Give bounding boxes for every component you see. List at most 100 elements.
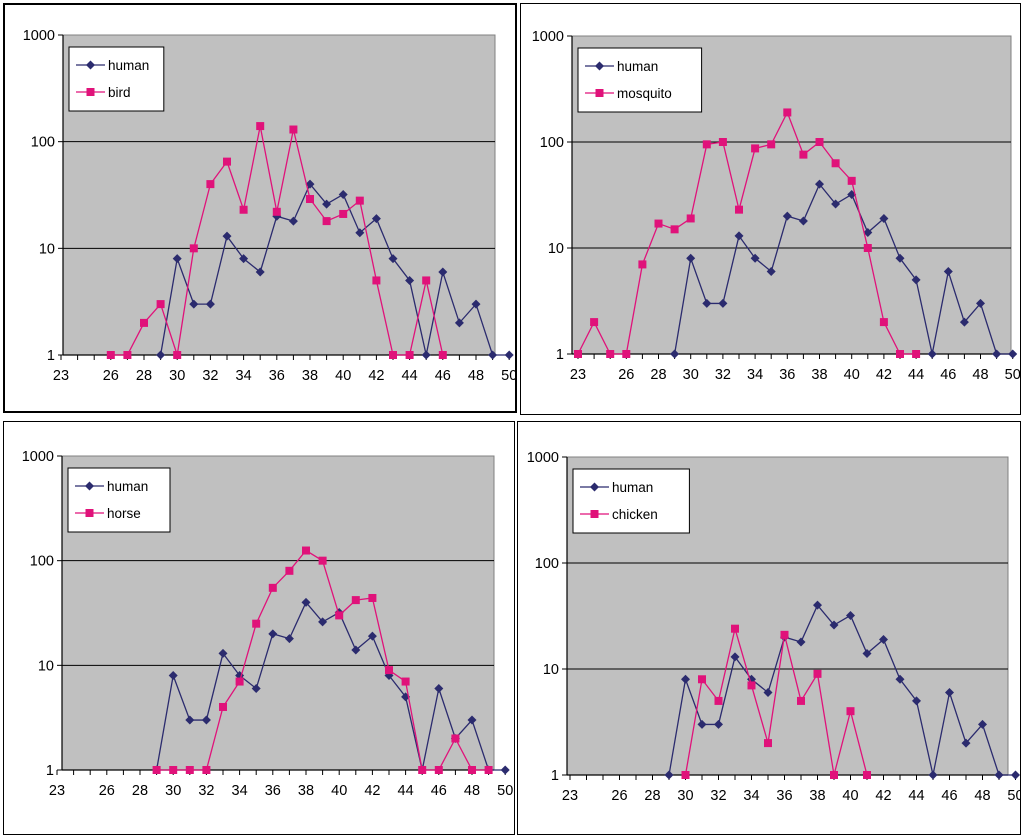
data-point-human (367, 631, 377, 641)
legend-box (68, 46, 165, 112)
data-point-mosquito (702, 140, 711, 149)
legend-marker-human (590, 482, 599, 492)
data-point-horse (418, 766, 427, 774)
legend-label-mosquito: mosquito (617, 86, 672, 101)
data-point-chicken (863, 771, 871, 779)
x-tick-label: 48 (464, 783, 480, 799)
legend: human mosquito (577, 47, 703, 113)
data-point-human (798, 216, 808, 226)
x-tick-label: 44 (908, 788, 924, 804)
data-point-mosquito (638, 260, 647, 269)
data-point-human (945, 688, 954, 698)
data-point-bird (405, 351, 414, 359)
data-point-human (471, 299, 481, 309)
data-point-human (222, 231, 232, 241)
legend-marker-mosquito (595, 89, 604, 97)
data-point-horse (268, 583, 277, 592)
data-point-human (730, 652, 740, 662)
x-tick-label: 34 (743, 788, 759, 804)
x-tick-label: 32 (198, 783, 214, 799)
data-point-human (168, 670, 178, 680)
data-point-horse (302, 546, 310, 555)
data-point-mosquito (574, 350, 582, 358)
data-point-human (488, 350, 498, 360)
data-point-horse (202, 766, 211, 774)
data-point-bird (272, 207, 281, 216)
data-point-human (405, 275, 415, 285)
data-point-human (421, 350, 431, 360)
x-tick-label: 23 (49, 783, 65, 799)
legend-box (67, 467, 171, 533)
data-point-horse (185, 766, 194, 774)
data-point-horse (401, 677, 410, 686)
x-tick-label: 50 (497, 783, 513, 799)
data-point-mosquito (654, 219, 663, 228)
data-point-mosquito (606, 350, 615, 358)
x-tick-label: 34 (232, 783, 248, 799)
chart-panel-chicken: 1 10 100 1000 23 26 28 30 32 34 36 38 40 42 44 46 48 50 hu… (517, 421, 1021, 835)
data-point-human (796, 637, 806, 647)
data-point-mosquito (896, 350, 904, 358)
data-point-human (201, 715, 211, 725)
data-point-chicken (846, 707, 855, 716)
x-tick-label: 48 (972, 367, 988, 383)
data-point-human (992, 349, 1002, 359)
data-point-human (750, 253, 760, 263)
series-line-mosquito (577, 110, 917, 355)
x-tick-label: 32 (202, 368, 218, 384)
y-tick-label: 1 (551, 768, 559, 784)
x-tick-label: 26 (618, 367, 634, 383)
data-point-human (734, 231, 744, 241)
data-point-bird (189, 244, 198, 253)
data-point-human (879, 634, 888, 644)
data-point-human (863, 228, 873, 238)
x-tick-label: 42 (368, 368, 384, 384)
data-point-human (351, 645, 361, 655)
data-point-human (268, 629, 278, 639)
data-point-bird (156, 300, 165, 309)
x-tick-label: 38 (302, 368, 318, 384)
data-point-human (895, 253, 905, 263)
legend-box (577, 47, 703, 113)
x-tick-label: 36 (265, 783, 281, 799)
data-point-horse (335, 611, 344, 620)
data-point-bird (123, 351, 132, 359)
legend: human bird (68, 46, 165, 112)
x-tick-label: 32 (710, 788, 726, 804)
data-point-chicken (714, 696, 723, 705)
data-point-mosquito (718, 138, 727, 146)
data-point-mosquito (590, 318, 599, 327)
data-point-horse (152, 766, 161, 774)
data-point-horse (434, 766, 443, 774)
series-line-human (159, 182, 510, 356)
x-tick-label: 44 (398, 783, 414, 799)
data-point-horse (468, 766, 476, 774)
data-point-human (251, 684, 261, 694)
data-point-human (255, 267, 265, 277)
data-point-human (467, 715, 477, 725)
data-point-bird (438, 351, 447, 359)
x-tick-label: 30 (683, 367, 699, 383)
data-point-mosquito (686, 214, 695, 223)
data-point-chicken (780, 630, 789, 639)
data-point-horse (451, 734, 460, 743)
data-point-bird (289, 125, 298, 134)
data-point-human (782, 211, 792, 221)
x-tick-label: 42 (876, 367, 892, 383)
data-point-human (670, 349, 680, 359)
data-point-human (454, 318, 464, 328)
legend-marker-human (85, 481, 94, 491)
y-tick-label: 10 (39, 241, 55, 257)
x-tick-label: 36 (269, 368, 285, 384)
data-point-human (355, 228, 365, 238)
legend-marker-human (86, 60, 95, 70)
legend-label-chicken: chicken (612, 507, 658, 522)
data-point-bird (206, 180, 215, 189)
legend-label-bird: bird (108, 85, 131, 100)
x-tick-label: 32 (715, 367, 731, 383)
series-line-human (673, 182, 1013, 355)
data-point-human (714, 719, 723, 729)
x-tick-label: 23 (562, 788, 578, 804)
data-point-human (1008, 349, 1018, 359)
data-point-human (911, 275, 921, 285)
